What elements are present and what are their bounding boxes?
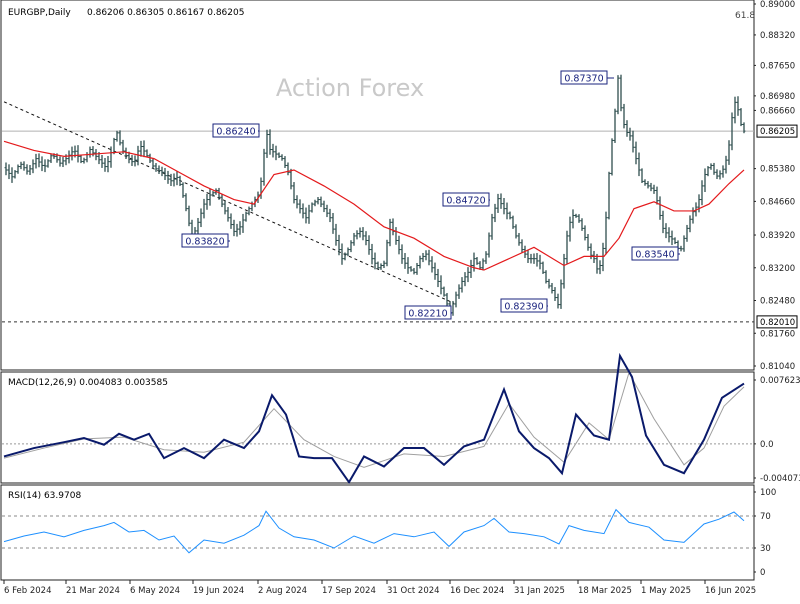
date-tick-label: 1 May 2025 bbox=[641, 586, 691, 596]
rsi-tick-label: 70 bbox=[760, 512, 771, 522]
date-tick-label: 19 Jun 2024 bbox=[193, 586, 244, 596]
date-tick-label: 2 Aug 2024 bbox=[258, 586, 307, 596]
svg-text:0.82210: 0.82210 bbox=[408, 309, 447, 320]
date-tick-label: 16 Dec 2024 bbox=[450, 586, 504, 596]
ohlc-label: 0.86206 0.86305 0.86167 0.86205 bbox=[87, 8, 244, 18]
symbol-label: EURGBP,Daily bbox=[8, 8, 71, 18]
rsi-title: RSI(14) 63.9708 bbox=[8, 491, 81, 501]
axis-price-marker: 0.82010 bbox=[756, 315, 798, 329]
date-tick-label: 18 Mar 2025 bbox=[578, 586, 632, 596]
date-tick-label: 31 Jan 2025 bbox=[514, 586, 565, 596]
svg-text:0.86240: 0.86240 bbox=[216, 127, 255, 138]
date-tick-label: 17 Sep 2024 bbox=[322, 586, 376, 596]
macd-line bbox=[3, 352, 745, 485]
price-callouts: 0.86240 0.83820 0.84720 0.82210 0.82390 0.873… bbox=[181, 70, 680, 320]
price-callout: 0.83540 bbox=[631, 246, 680, 261]
macd-plot bbox=[3, 352, 745, 485]
price-tick-label: 0.86980 bbox=[760, 92, 795, 102]
rsi-tick-label: 0 bbox=[760, 568, 765, 578]
moving-average-line bbox=[3, 140, 745, 271]
macd-tick-label: 0.0 bbox=[760, 440, 774, 450]
rsi-tick-label: 100 bbox=[760, 488, 776, 498]
svg-text:0.82010: 0.82010 bbox=[760, 318, 795, 328]
rsi-axis: 100 70 30 0 bbox=[2, 488, 776, 578]
price-plot bbox=[2, 74, 754, 323]
axis-price-marker: 0.86205 bbox=[756, 124, 798, 138]
price-tick-label: 0.86660 bbox=[760, 106, 795, 116]
date-axis: 6 Feb 2024 21 Mar 2024 6 May 2024 19 Jun 20… bbox=[3, 580, 756, 596]
trendline bbox=[3, 101, 455, 304]
rsi-plot bbox=[3, 508, 745, 554]
price-tick-label: 0.83200 bbox=[760, 264, 795, 274]
svg-text:0.87370: 0.87370 bbox=[564, 74, 603, 85]
price-callout: 0.82210 bbox=[404, 305, 452, 320]
price-tick-label: 0.81040 bbox=[760, 362, 795, 372]
price-callout: 0.82390 bbox=[500, 298, 548, 313]
price-tick-label: 0.89000 bbox=[760, 0, 795, 10]
price-callout: 0.86240 bbox=[212, 123, 260, 138]
macd-title: MACD(12,26,9) 0.004083 0.003585 bbox=[8, 378, 168, 388]
price-tick-label: 0.81760 bbox=[760, 329, 795, 339]
price-tick-label: 0.83920 bbox=[760, 231, 795, 241]
svg-text:0.82390: 0.82390 bbox=[504, 302, 543, 313]
date-tick-label: 21 Mar 2024 bbox=[66, 586, 120, 596]
svg-text:0.86205: 0.86205 bbox=[760, 127, 795, 137]
macd-tick-label: -0.004073 bbox=[760, 474, 800, 484]
price-callout: 0.83820 bbox=[181, 233, 230, 248]
macd-tick-label: 0.007623 bbox=[760, 376, 800, 386]
price-tick-label: 0.88320 bbox=[760, 31, 795, 41]
date-tick-label: 6 Feb 2024 bbox=[4, 586, 52, 596]
date-tick-label: 31 Oct 2024 bbox=[387, 586, 440, 596]
svg-text:0.83540: 0.83540 bbox=[635, 250, 674, 261]
macd-signal-line bbox=[3, 371, 745, 468]
price-tick-label: 0.84660 bbox=[760, 197, 795, 207]
svg-text:0.84720: 0.84720 bbox=[446, 196, 485, 207]
macd-axis: 0.007623 0.0 -0.004073 bbox=[2, 376, 800, 484]
price-axis: 0.89000 0.88320 0.87650 0.86980 0.86660 0.853… bbox=[754, 0, 798, 372]
fib-label: 61.8 bbox=[735, 11, 755, 21]
watermark-text: Action Forex bbox=[276, 74, 424, 102]
price-tick-label: 0.87650 bbox=[760, 61, 795, 71]
price-callout: 0.84720 bbox=[442, 192, 490, 207]
rsi-tick-label: 30 bbox=[760, 544, 771, 554]
rsi-line bbox=[3, 508, 745, 554]
price-callout: 0.87370 bbox=[560, 70, 614, 85]
svg-text:0.83820: 0.83820 bbox=[185, 237, 224, 248]
date-tick-label: 16 Jun 2025 bbox=[705, 586, 756, 596]
price-tick-label: 0.85380 bbox=[760, 165, 795, 175]
date-tick-label: 6 May 2024 bbox=[130, 586, 180, 596]
price-tick-label: 0.82480 bbox=[760, 297, 795, 307]
